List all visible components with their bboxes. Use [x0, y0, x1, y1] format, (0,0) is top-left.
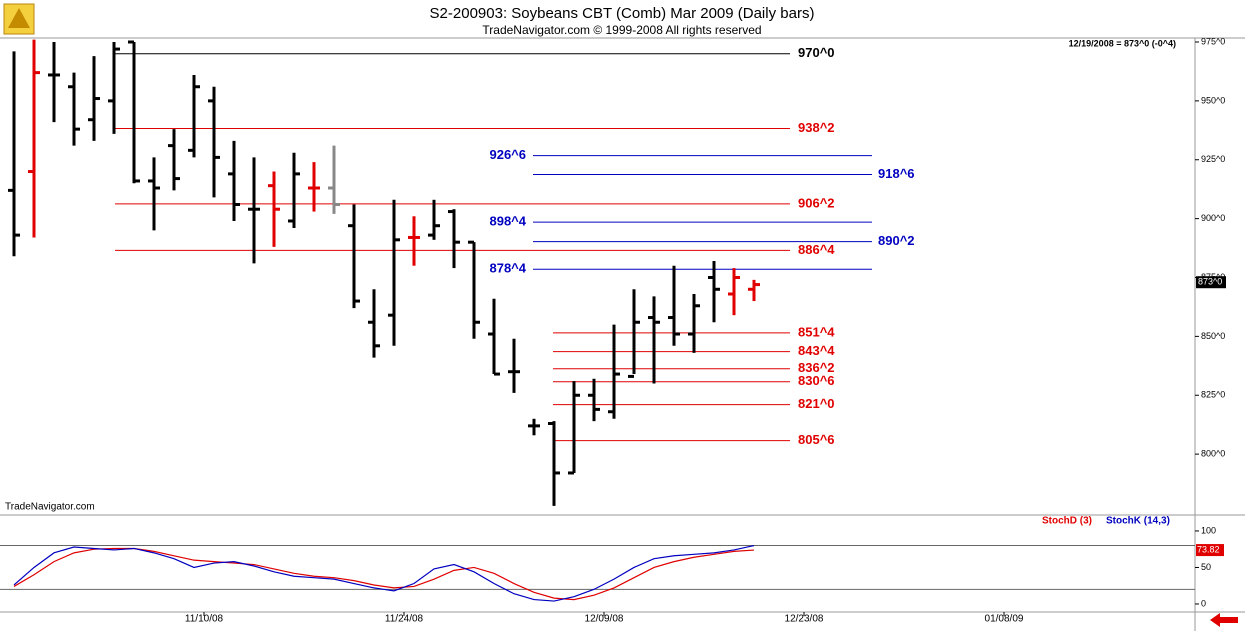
watermark: TradeNavigator.com	[5, 502, 95, 513]
y-tick-label: 900^0	[1201, 213, 1225, 223]
last-value-box	[1196, 544, 1224, 557]
x-tick-label: 12/09/08	[585, 614, 624, 625]
last-price-box	[1196, 276, 1226, 289]
chart-title: S2-200903: Soybeans CBT (Comb) Mar 2009 …	[430, 5, 815, 22]
level-label: 836^2	[798, 360, 835, 375]
level-label: 843^4	[798, 343, 835, 358]
scroll-arrow[interactable]	[1210, 613, 1238, 627]
y-tick-label: 0	[1201, 598, 1206, 608]
y-tick-label: 800^0	[1201, 449, 1225, 459]
y-tick-label: 100	[1201, 525, 1216, 535]
y-tick-label: 975^0	[1201, 36, 1225, 46]
level-label: 851^4	[798, 324, 835, 339]
last-value-label: 73.82	[1197, 544, 1220, 554]
level-label: 878^4	[489, 261, 526, 276]
level-label: 906^2	[798, 195, 835, 210]
level-label: 821^0	[798, 396, 835, 411]
level-label: 830^6	[798, 373, 835, 388]
level-label: 886^4	[798, 242, 835, 257]
status: 12/19/2008 = 873^0 (-0^4)	[1069, 38, 1176, 48]
y-tick-label: 850^0	[1201, 331, 1225, 341]
level-label: 918^6	[878, 166, 915, 181]
x-tick-label: 11/10/08	[185, 614, 224, 625]
level-label: 805^6	[798, 432, 835, 447]
legend-entry: StochK (14,3)	[1106, 516, 1170, 527]
level-label: 926^6	[489, 147, 526, 162]
level-label: 898^4	[489, 214, 526, 229]
y-tick-label: 50	[1201, 562, 1211, 572]
legend-entry: StochD (3)	[1042, 516, 1092, 527]
level-label: 890^2	[878, 233, 915, 248]
last-price-label: 873^0	[1198, 277, 1222, 287]
logo	[3, 3, 35, 35]
subtitle: TradeNavigator.com © 1999-2008 All right…	[482, 23, 761, 37]
stoch-line	[13, 544, 755, 602]
x-tick-label: 01/08/09	[985, 614, 1024, 625]
x-tick-label: 11/24/08	[385, 614, 424, 625]
y-tick-label: 950^0	[1201, 95, 1225, 105]
level-label: 970^0	[798, 45, 835, 60]
y-tick-label: 925^0	[1201, 154, 1225, 164]
level-label: 938^2	[798, 120, 835, 135]
x-tick-label: 12/23/08	[785, 614, 824, 625]
y-tick-label: 825^0	[1201, 390, 1225, 400]
